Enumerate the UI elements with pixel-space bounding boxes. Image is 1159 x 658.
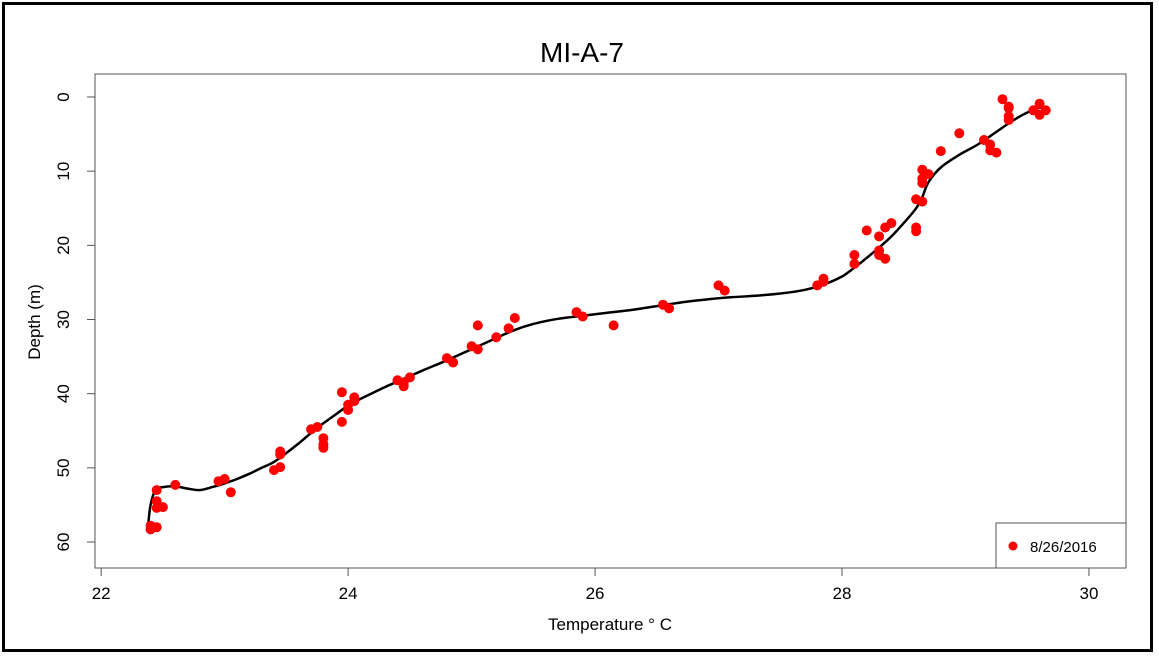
data-point [1003,103,1014,114]
data-point [664,303,675,314]
data-point [170,479,181,490]
data-point [1034,98,1045,109]
data-point [213,476,224,487]
smooth-curve-layer [146,106,1043,526]
data-point [472,320,483,331]
y-tick-label: 60 [54,533,73,552]
data-point [997,94,1008,105]
data-point [275,462,286,473]
x-tick-label: 26 [586,584,605,603]
data-point [849,250,860,260]
x-tick-label: 30 [1079,584,1098,603]
data-point [917,178,928,188]
legend-box [995,522,1127,569]
chart-title: MI-A-7 [540,37,624,68]
x-axis: 22 24 26 28 30 [92,567,1098,603]
data-point [349,396,360,407]
data-point [151,502,162,513]
y-tick-label: 10 [54,162,73,181]
data-point [225,487,236,498]
data-point [503,323,514,334]
data-point [151,522,162,533]
data-point [880,222,891,233]
data-point [917,196,928,207]
y-tick-label: 50 [54,458,73,477]
data-point [275,449,286,460]
data-point [491,332,502,343]
data-point [849,258,860,269]
data-point [954,128,965,139]
smooth-curve [146,106,1043,526]
data-point [343,405,354,415]
data-point [336,387,347,398]
y-axis-label: Depth (m) [25,284,44,360]
y-tick-label: 20 [54,236,73,255]
x-tick-label: 24 [339,584,358,603]
data-point [448,357,459,368]
y-tick-label: 40 [54,384,73,403]
data-point [306,424,317,435]
data-point [398,381,409,392]
x-tick-label: 22 [92,584,111,603]
data-point [1028,105,1039,116]
data-point [818,276,829,287]
data-point [861,225,872,236]
data-point [577,311,588,322]
data-point [1003,115,1014,125]
data-point [509,313,520,323]
data-point [318,442,329,453]
legend-entry-label: 8/26/2016 [1030,539,1097,556]
legend: 8/26/2016 [995,522,1127,569]
y-tick-label: 30 [54,310,73,329]
data-point [991,147,1002,158]
x-axis-label: Temperature ° C [548,615,672,634]
data-point [719,285,730,296]
data-points-layer [145,94,1051,535]
data-point [151,485,162,496]
y-tick-label: 0 [54,92,73,101]
data-point [880,253,891,264]
data-point [472,344,483,355]
x-tick-label: 28 [833,584,852,603]
legend-marker [1008,541,1018,551]
y-axis: 0 10 20 30 40 50 60 [54,92,96,552]
data-point [336,416,347,427]
data-point [874,231,885,242]
data-point [608,320,619,331]
data-point [935,146,946,157]
data-point [911,226,922,237]
